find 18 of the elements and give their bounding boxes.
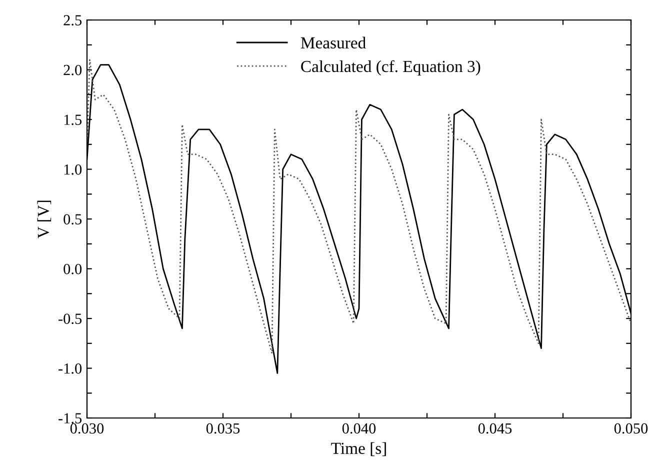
- y-axis-title: V [V]: [37, 200, 52, 238]
- x-tick-label: 0.040: [342, 423, 376, 434]
- x-tick-label: 0.045: [478, 423, 512, 434]
- legend-label: Measured: [300, 36, 366, 48]
- x-tick-label: 0.035: [206, 423, 240, 434]
- y-tick-label: 0.5: [64, 214, 82, 225]
- legend-label: Calculated (cf. Equation 3): [301, 60, 480, 76]
- y-tick-label: 2.5: [64, 15, 82, 26]
- y-tick-label: -0.5: [58, 314, 82, 324]
- y-tick-label: 1.0: [64, 164, 82, 175]
- y-tick-label: -1.5: [58, 413, 82, 424]
- x-axis-title: Time [s]: [331, 442, 386, 456]
- y-tick-label: 1.5: [64, 114, 82, 126]
- y-tick-label: 0.0: [64, 264, 82, 274]
- x-tick-label: 0.050: [614, 423, 648, 434]
- y-tick-label: -1.0: [58, 363, 82, 374]
- x-tick-label: 0.030: [70, 423, 104, 434]
- y-tick-label: 2.0: [64, 64, 82, 76]
